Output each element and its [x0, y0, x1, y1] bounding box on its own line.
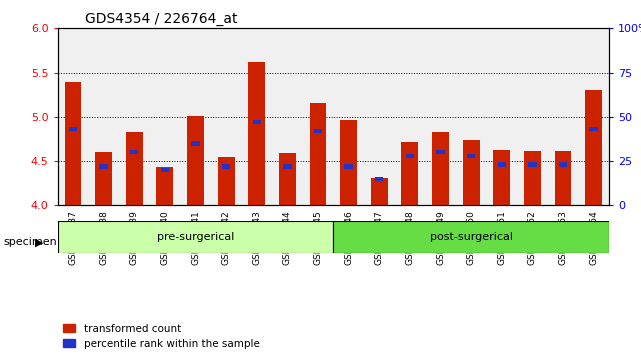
Bar	[161, 168, 169, 172]
Bar	[96, 152, 112, 205]
Bar	[253, 120, 261, 124]
Bar	[463, 140, 479, 205]
FancyBboxPatch shape	[58, 221, 333, 253]
Bar	[187, 116, 204, 205]
Bar	[130, 150, 138, 154]
Bar	[283, 164, 292, 169]
Bar	[310, 103, 326, 205]
Text: post-surgerical: post-surgerical	[429, 232, 513, 242]
Text: ▶: ▶	[35, 238, 44, 247]
Bar	[69, 127, 77, 131]
Bar	[432, 132, 449, 205]
Bar	[218, 157, 235, 205]
Bar	[375, 177, 383, 181]
Bar	[99, 164, 108, 169]
FancyBboxPatch shape	[333, 221, 609, 253]
Bar	[401, 143, 419, 205]
Bar	[279, 153, 296, 205]
Bar	[191, 141, 200, 145]
Bar	[344, 164, 353, 169]
Bar	[554, 152, 571, 205]
Bar	[248, 62, 265, 205]
Bar	[559, 162, 567, 167]
Bar	[65, 82, 81, 205]
Bar	[494, 150, 510, 205]
Text: GDS4354 / 226764_at: GDS4354 / 226764_at	[85, 12, 238, 26]
Bar	[156, 167, 173, 205]
Text: pre-surgerical: pre-surgerical	[157, 232, 234, 242]
Bar	[467, 154, 476, 158]
Bar	[497, 162, 506, 167]
Bar	[437, 150, 445, 154]
Bar	[528, 162, 537, 167]
Text: specimen: specimen	[3, 238, 57, 247]
Bar	[406, 154, 414, 158]
Bar	[340, 120, 357, 205]
Bar	[314, 129, 322, 133]
Bar	[371, 178, 388, 205]
Legend: transformed count, percentile rank within the sample: transformed count, percentile rank withi…	[63, 324, 260, 349]
Bar	[524, 152, 541, 205]
Bar	[126, 132, 143, 205]
Bar	[585, 90, 602, 205]
Bar	[590, 127, 598, 131]
Bar	[222, 164, 230, 169]
